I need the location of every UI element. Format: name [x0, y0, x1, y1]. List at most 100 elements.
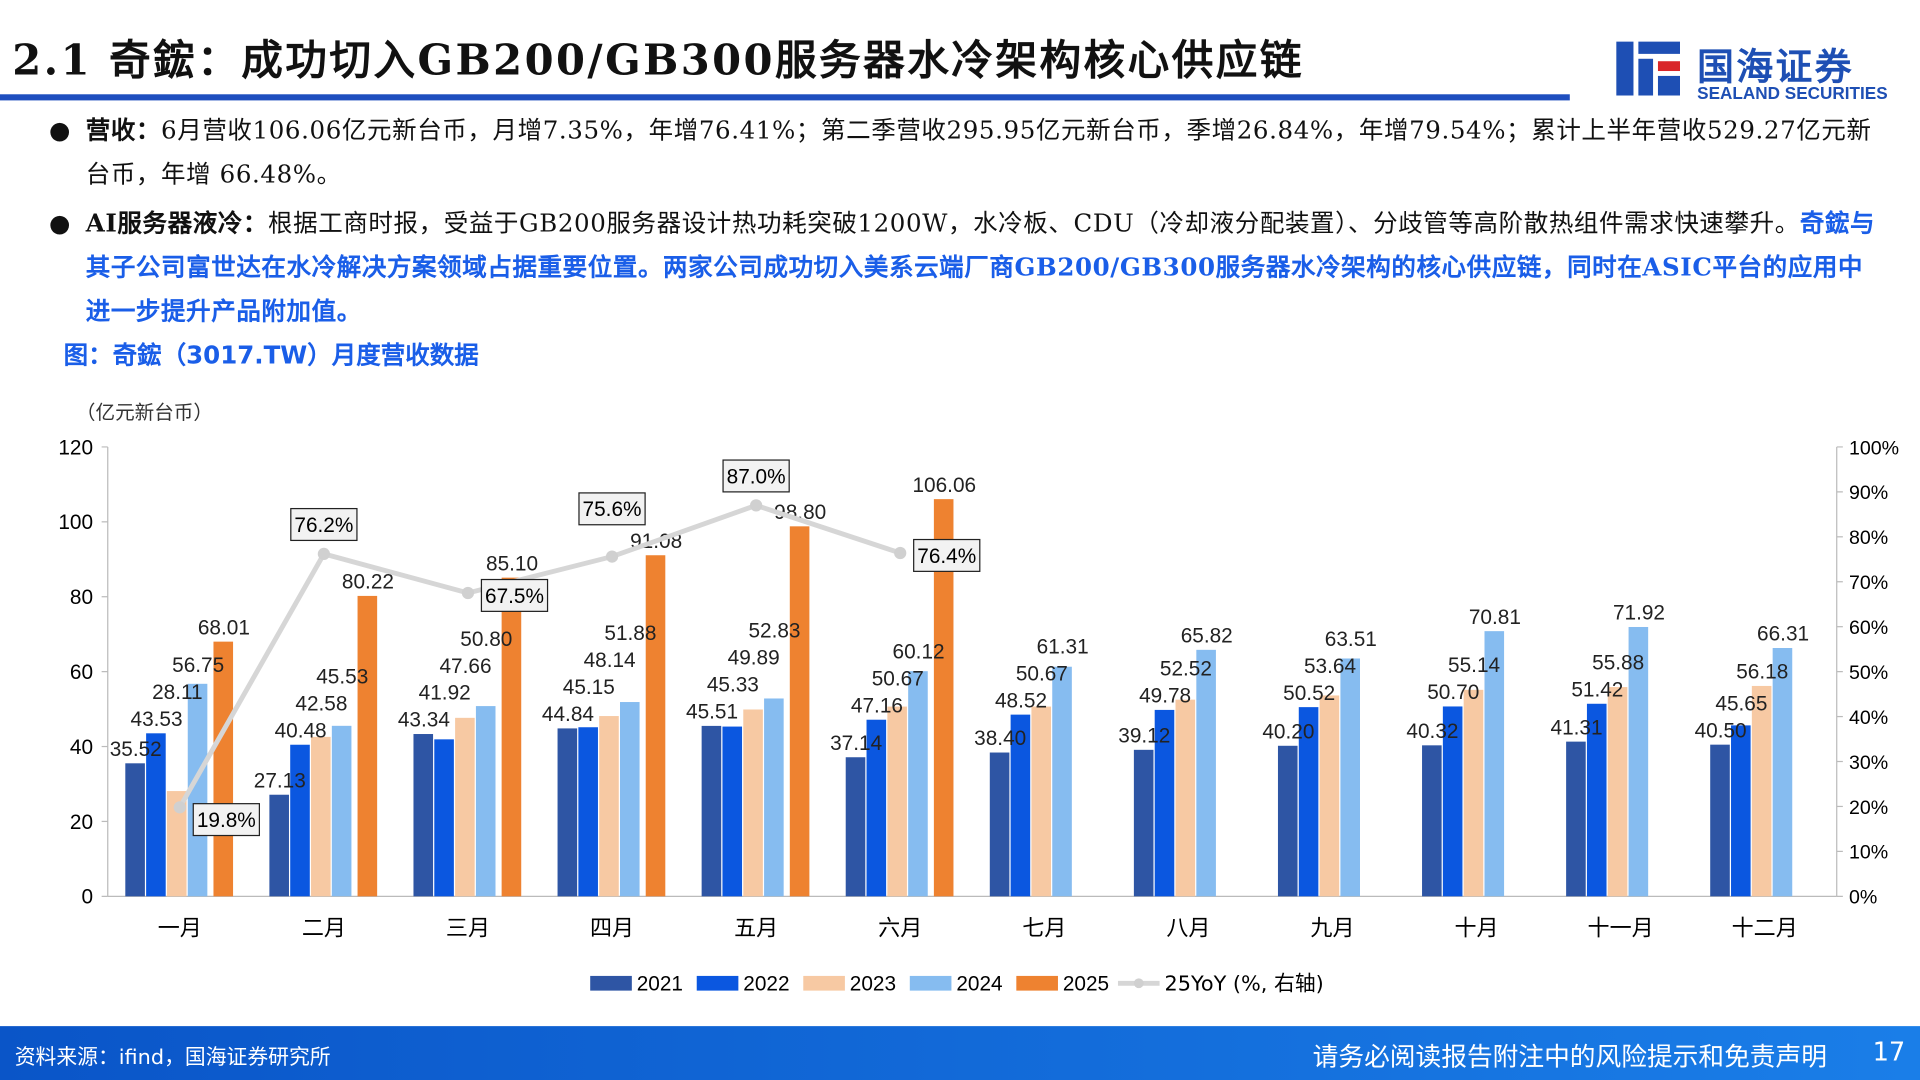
- bullet-revenue: ● 营收：6月营收106.06亿元新台币，月增7.35%，年增76.41%；第二…: [49, 108, 1886, 196]
- bar-2021: [269, 794, 289, 897]
- bar-value-label: 40.50: [1695, 719, 1747, 742]
- bar-2025: [357, 595, 378, 897]
- bullet-dot: ●: [48, 115, 71, 145]
- bar-value-label: 65.82: [1181, 624, 1233, 647]
- yoy-label-box: [913, 538, 981, 572]
- y-axis-label: （亿元新台币）: [76, 401, 213, 424]
- bar-value-label: 40.48: [275, 719, 327, 742]
- bar-2021: [701, 725, 722, 897]
- bar-2022: [1586, 703, 1607, 897]
- bar-value-label: 41.92: [419, 682, 471, 705]
- bar-value-label: 38.40: [974, 727, 1026, 750]
- x-tick-label: 五月: [734, 917, 778, 942]
- x-tick-label: 三月: [446, 917, 490, 942]
- legend-swatch-2025: [1016, 975, 1058, 991]
- yoy-label: 76.4%: [917, 545, 976, 568]
- bar-2024: [764, 698, 784, 897]
- y2-tick-label: 100%: [1849, 437, 1899, 459]
- bar-2025: [933, 499, 954, 897]
- x-tick-label: 十月: [1454, 917, 1498, 942]
- y2-tick-label: 10%: [1849, 842, 1888, 864]
- bullet-text: 6月营收106.06亿元新台币，月增7.35%，年增76.41%；第二季营收29…: [85, 115, 1872, 189]
- bar-2023: [1031, 706, 1052, 897]
- yoy-label: 76.2%: [294, 514, 353, 537]
- bar-2024: [1052, 666, 1072, 897]
- bar-2022: [1298, 707, 1319, 897]
- bar-value-label: 45.65: [1715, 692, 1767, 715]
- bar-2021: [1422, 745, 1442, 897]
- bar-value-label: 37.14: [830, 732, 882, 755]
- bar-2024: [620, 702, 640, 897]
- bar-2024: [475, 706, 496, 897]
- bar-2022: [578, 727, 598, 897]
- company-logo: 国海证券 SEALAND SECURITIES: [1614, 34, 1888, 107]
- bar-2024: [1484, 631, 1505, 897]
- bar-value-label: 106.06: [912, 474, 976, 497]
- bar-value-label: 43.34: [398, 709, 450, 732]
- bar-value-label: 68.01: [198, 616, 250, 639]
- bar-value-label: 50.70: [1427, 681, 1479, 704]
- legend-label: 2023: [850, 973, 896, 996]
- logo-mark-icon: [1616, 41, 1681, 96]
- bar-2021: [989, 752, 1010, 897]
- bar-value-label: 56.18: [1736, 661, 1788, 684]
- bar-value-label: 51.42: [1571, 678, 1623, 701]
- bar-value-label: 48.14: [584, 649, 636, 672]
- bar-2023: [1607, 687, 1628, 897]
- bar-2022: [1154, 709, 1175, 897]
- bar-value-label: 49.89: [728, 647, 780, 670]
- bar-2023: [1175, 699, 1196, 897]
- bar-value-label: 42.58: [295, 692, 347, 715]
- title-underline: [0, 94, 1570, 101]
- bar-2023: [887, 706, 907, 897]
- y2-tick-label: 40%: [1849, 707, 1888, 729]
- bar-value-label: 61.31: [1037, 635, 1089, 658]
- legend-label: 2024: [956, 973, 1002, 996]
- legend-swatch-2023: [803, 975, 845, 991]
- bar-value-label: 27.13: [254, 769, 306, 792]
- bullet-ai-cooling: ● AI服务器液冷：根据工商时报，受益于GB200服务器设计热功耗突破1200W…: [49, 201, 1886, 333]
- x-tick-label: 四月: [590, 917, 634, 942]
- bar-2023: [166, 791, 187, 897]
- bar-value-label: 50.67: [872, 667, 924, 690]
- bar-2022: [434, 739, 454, 897]
- yoy-label: 67.5%: [485, 585, 544, 608]
- bar-value-label: 45.15: [563, 676, 615, 699]
- bar-2024: [331, 725, 352, 897]
- bar-2025: [501, 577, 522, 897]
- y-tick-label: 100: [58, 511, 93, 534]
- x-tick-label: 七月: [1022, 917, 1066, 942]
- yoy-point: [173, 801, 186, 814]
- bar-value-label: 40.32: [1406, 720, 1458, 743]
- legend-label: 2021: [637, 973, 683, 996]
- yoy-label: 75.6%: [583, 498, 642, 521]
- bar-2022: [866, 719, 887, 897]
- bullet-label: 营收：: [85, 115, 162, 145]
- bar-value-label: 55.88: [1592, 651, 1644, 674]
- bar-value-label: 51.88: [604, 622, 656, 645]
- yoy-label: 87.0%: [727, 465, 786, 488]
- bar-value-label: 49.78: [1139, 685, 1191, 708]
- source-note: 资料来源：ifind，国海证券研究所: [14, 1045, 331, 1071]
- bar-2023: [1463, 689, 1484, 897]
- bar-2023: [743, 709, 763, 897]
- figure-title: 图：奇鋐（3017.TW）月度营收数据: [63, 340, 479, 370]
- y-tick-label: 20: [70, 811, 93, 834]
- bar-2025: [645, 555, 666, 897]
- legend-label: 2025: [1063, 973, 1109, 996]
- bar-value-label: 45.51: [686, 701, 738, 724]
- bullet-highlight: 奇鋐与其子公司富世达在水冷解决方案领域占据重要位置。两家公司成功切入美系云端厂商…: [85, 208, 1876, 326]
- y2-tick-label: 50%: [1849, 662, 1888, 684]
- bar-2022: [722, 726, 743, 897]
- bar-value-label: 47.16: [851, 694, 903, 717]
- page-title: 2.1 奇鋐：成功切入GB200/GB300服务器水冷架构核心供应链: [12, 36, 1304, 86]
- text-column: ● 营收：6月营收106.06亿元新台币，月增7.35%，年增76.41%；第二…: [49, 108, 1886, 372]
- bar-2024: [1340, 658, 1361, 897]
- bullet-label: AI服务器液冷：: [85, 208, 269, 238]
- bar-2024: [908, 671, 928, 897]
- legend-swatch-2022: [696, 975, 739, 991]
- bar-value-label: 50.80: [460, 628, 512, 651]
- bar-2021: [1133, 749, 1154, 897]
- y2-tick-label: 90%: [1849, 482, 1888, 504]
